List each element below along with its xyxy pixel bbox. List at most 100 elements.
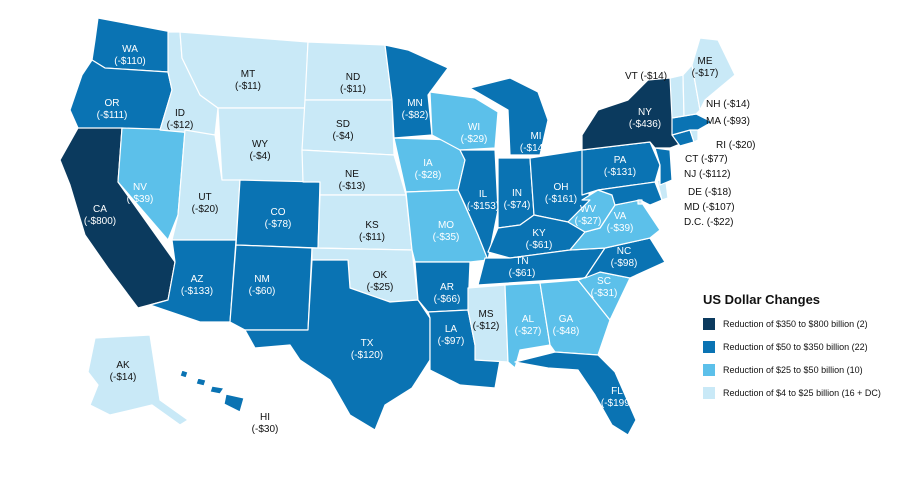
label-value: (-$27): [515, 326, 542, 337]
state-DC: [637, 199, 643, 205]
label-abbr: CO: [271, 207, 286, 218]
label-value: (-$66): [434, 294, 461, 305]
label-value: (-$17): [692, 68, 719, 79]
legend-swatch: [703, 387, 715, 399]
label-value: (-$12): [473, 321, 500, 332]
state-WI: [429, 91, 499, 151]
legend-title: US Dollar Changes: [703, 292, 821, 307]
label-abbr: AR: [440, 282, 454, 293]
label-HI: HI (-$30): [252, 412, 279, 435]
label-value: (-$30): [252, 424, 279, 435]
label-abbr: NM: [254, 274, 270, 285]
label-OK: OK (-$25): [367, 270, 394, 293]
label-value: (-$97): [438, 336, 465, 347]
label-abbr: UT: [198, 192, 211, 203]
label-abbr: OH: [554, 182, 569, 193]
state-NJ: [654, 147, 673, 186]
label-MS: MS (-$12): [473, 309, 500, 332]
label-value: (-$161): [545, 194, 577, 205]
label-abbr: MI: [530, 131, 541, 142]
label-value: (-$74): [504, 200, 531, 211]
legend-label: Reduction of $4 to $25 billion (16 + DC): [723, 388, 881, 398]
label-value: (-$61): [526, 240, 553, 251]
label-value: (-$800): [84, 216, 116, 227]
state-VT: [669, 74, 685, 119]
label-SC: SC (-$31): [591, 276, 618, 299]
label-abbr: KS: [365, 220, 379, 231]
legend-swatch: [703, 341, 715, 353]
label-abbr: AL: [522, 314, 535, 325]
label-MO: MO (-$35): [433, 220, 460, 243]
label-abbr: WI: [468, 122, 480, 133]
callout-DE: DE (-$18): [688, 187, 731, 198]
label-AR: AR (-$66): [434, 282, 461, 305]
label-abbr: NY: [638, 107, 652, 118]
label-OH: OH (-$161): [545, 182, 577, 205]
label-abbr: WV: [580, 204, 596, 215]
label-value: (-$14): [110, 372, 137, 383]
state-AK: [87, 334, 189, 426]
label-value: (-$60): [249, 286, 276, 297]
state-TX: [244, 259, 431, 431]
label-value: (-$35): [433, 232, 460, 243]
label-abbr: MO: [438, 220, 454, 231]
label-abbr: GA: [559, 314, 574, 325]
label-value: (-$140): [520, 143, 552, 154]
legend-label: Reduction of $25 to $50 billion (10): [723, 365, 863, 375]
label-value: (-$110): [114, 56, 146, 67]
label-abbr: AZ: [191, 274, 204, 285]
label-abbr: TX: [361, 338, 374, 349]
label-abbr: ME: [698, 56, 713, 67]
label-WA: WA (-$110): [114, 44, 146, 67]
legend-item: Reduction of $350 to $800 billion (2): [703, 317, 909, 331]
label-KY: KY (-$61): [526, 228, 553, 251]
label-LA: LA (-$97): [438, 324, 465, 347]
legend-item: Reduction of $50 to $350 billion (22): [703, 340, 909, 354]
label-abbr: ID: [175, 108, 185, 119]
northeast-callouts: VT (-$14) NH (-$14) MA (-$93) RI (-$20) …: [625, 71, 755, 228]
legend-swatch: [703, 364, 715, 376]
label-value: (-$82): [402, 110, 429, 121]
label-FL: FL (-$199): [601, 386, 633, 409]
callout-MA: MA (-$93): [706, 116, 750, 127]
label-value: (-$4): [249, 151, 270, 162]
label-value: (-$29): [461, 134, 488, 145]
state-IL: [457, 149, 499, 261]
label-abbr: IN: [512, 188, 522, 199]
label-OR: OR (-$111): [97, 98, 128, 121]
label-value: (-$4): [332, 131, 353, 142]
state-NH: [682, 64, 701, 117]
label-abbr: NE: [345, 169, 359, 180]
label-KS: KS (-$11): [359, 220, 385, 243]
state-shapes: [59, 17, 736, 436]
label-NE: NE (-$13): [339, 169, 366, 192]
label-MT: MT (-$11): [235, 69, 261, 92]
label-NM: NM (-$60): [249, 274, 276, 297]
label-abbr: MN: [407, 98, 423, 109]
label-IA: IA (-$28): [415, 158, 442, 181]
state-ME: [691, 37, 736, 111]
label-abbr: HI: [260, 412, 270, 423]
label-WI: WI (-$29): [461, 122, 488, 145]
label-value: (-$39): [607, 223, 634, 234]
label-abbr: NC: [617, 246, 631, 257]
label-value: (-$11): [359, 232, 385, 243]
label-value: (-$27): [575, 216, 602, 227]
callout-RI: RI (-$20): [716, 140, 755, 151]
label-value: (-$436): [629, 119, 661, 130]
callout-VT: VT (-$14): [625, 71, 667, 82]
state-HI: [179, 369, 245, 413]
legend-label: Reduction of $350 to $800 billion (2): [723, 319, 868, 329]
state-MD: [597, 181, 663, 206]
legend-item: Reduction of $4 to $25 billion (16 + DC): [703, 386, 909, 400]
label-ND: ND (-$11): [340, 72, 366, 95]
label-abbr: LA: [445, 324, 458, 335]
label-value: (-$12): [167, 120, 194, 131]
label-abbr: ND: [346, 72, 360, 83]
label-CO: CO (-$78): [265, 207, 292, 230]
label-value: (-$153): [467, 201, 499, 212]
label-IL: IL (-$153): [467, 189, 499, 212]
label-WY: WY (-$4): [249, 139, 270, 162]
callout-MD: MD (-$107): [684, 202, 735, 213]
